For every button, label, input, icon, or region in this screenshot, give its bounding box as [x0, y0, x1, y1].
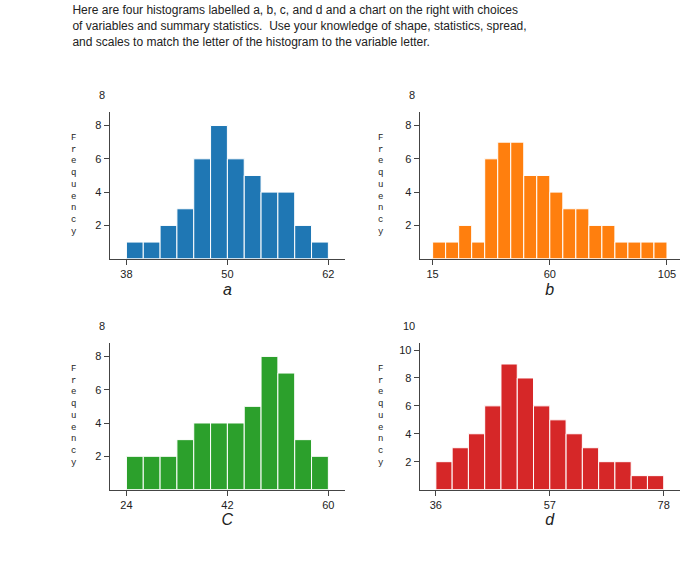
svg-text:78: 78: [658, 499, 670, 511]
svg-text:10: 10: [399, 344, 411, 356]
svg-text:4: 4: [95, 417, 101, 429]
svg-text:4: 4: [405, 186, 411, 198]
svg-text:42: 42: [221, 499, 233, 511]
svg-text:15: 15: [426, 268, 438, 280]
svg-text:Frequency: Frequency: [378, 133, 384, 237]
svg-text:b: b: [545, 281, 554, 298]
svg-text:8: 8: [405, 372, 411, 384]
svg-text:6: 6: [405, 153, 411, 165]
svg-text:a: a: [223, 281, 232, 298]
svg-text:8: 8: [99, 320, 105, 332]
svg-text:6: 6: [95, 153, 101, 165]
svg-text:4: 4: [95, 186, 101, 198]
svg-text:10: 10: [403, 320, 415, 332]
svg-text:8: 8: [95, 350, 101, 362]
svg-text:2: 2: [405, 219, 411, 231]
svg-text:8: 8: [409, 89, 415, 101]
svg-text:24: 24: [120, 499, 132, 511]
svg-text:C: C: [222, 511, 234, 528]
svg-text:d: d: [545, 511, 555, 528]
svg-text:6: 6: [95, 384, 101, 396]
svg-text:50: 50: [221, 268, 233, 280]
svg-text:8: 8: [95, 119, 101, 131]
svg-text:2: 2: [95, 450, 101, 462]
svg-text:62: 62: [322, 268, 334, 280]
svg-text:36: 36: [430, 499, 442, 511]
svg-text:57: 57: [544, 499, 556, 511]
svg-text:Frequency: Frequency: [378, 364, 384, 468]
svg-text:Frequency: Frequency: [71, 133, 77, 237]
svg-text:8: 8: [405, 119, 411, 131]
svg-text:6: 6: [405, 400, 411, 412]
svg-text:60: 60: [544, 268, 556, 280]
svg-text:105: 105: [658, 268, 676, 280]
svg-text:38: 38: [120, 268, 132, 280]
svg-text:60: 60: [322, 499, 334, 511]
svg-text:2: 2: [95, 219, 101, 231]
svg-text:Here are four histograms label: Here are four histograms labelled a, b, …: [72, 3, 526, 48]
svg-text:Frequency: Frequency: [71, 364, 77, 468]
svg-text:8: 8: [99, 89, 105, 101]
svg-text:4: 4: [405, 428, 411, 440]
svg-text:2: 2: [405, 456, 411, 468]
